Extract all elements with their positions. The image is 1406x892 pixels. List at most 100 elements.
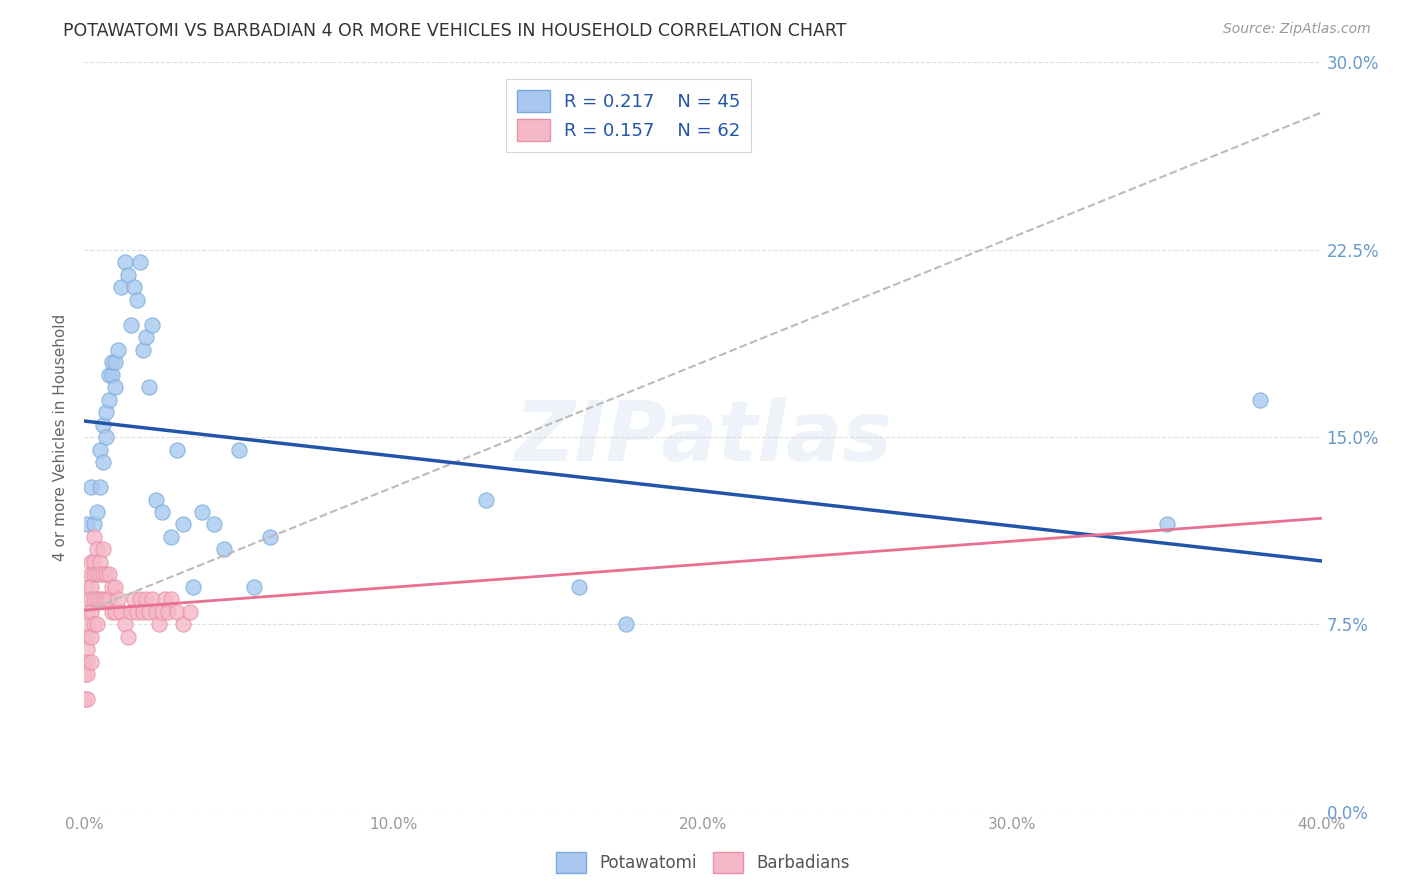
Text: POTAWATOMI VS BARBADIAN 4 OR MORE VEHICLES IN HOUSEHOLD CORRELATION CHART: POTAWATOMI VS BARBADIAN 4 OR MORE VEHICL… (63, 22, 846, 40)
Point (89, 567, 111, 582)
Point (79, 567, 101, 582)
Point (76, 580, 98, 594)
Point (98, 592, 121, 607)
Point (101, 580, 124, 594)
Point (228, 442, 250, 457)
Legend: Potawatomi, Barbadians: Potawatomi, Barbadians (550, 846, 856, 880)
Point (104, 605, 127, 619)
Point (73, 655, 96, 669)
Point (181, 580, 204, 594)
Point (125, 605, 148, 619)
Point (83, 517, 105, 532)
Point (568, 580, 591, 594)
Point (76, 605, 98, 619)
Point (110, 280, 132, 294)
Point (104, 355, 127, 369)
Point (243, 580, 266, 594)
Point (83, 530, 105, 544)
Point (166, 442, 188, 457)
Point (153, 592, 176, 607)
Point (172, 617, 194, 632)
Point (86, 567, 108, 582)
Point (1249, 392, 1271, 407)
Point (89, 480, 111, 494)
Point (79, 480, 101, 494)
Point (91, 455, 114, 469)
Point (83, 617, 105, 632)
Point (91, 542, 114, 557)
Point (259, 530, 281, 544)
Point (172, 517, 194, 532)
Point (76, 692, 98, 706)
Point (91, 567, 114, 582)
Point (150, 505, 173, 519)
Point (79, 555, 101, 569)
Point (83, 567, 105, 582)
Point (101, 355, 124, 369)
Point (160, 530, 183, 544)
Point (132, 605, 155, 619)
Point (76, 517, 98, 532)
Point (79, 655, 101, 669)
Point (94, 567, 117, 582)
Point (166, 605, 188, 619)
Point (79, 592, 101, 607)
Point (107, 592, 129, 607)
Point (101, 368, 124, 382)
Point (98, 368, 121, 382)
Point (125, 293, 148, 307)
Legend: R = 0.217    N = 45, R = 0.157    N = 62: R = 0.217 N = 45, R = 0.157 N = 62 (506, 79, 751, 152)
Point (122, 592, 145, 607)
Point (86, 617, 108, 632)
Point (122, 280, 145, 294)
Point (145, 492, 167, 507)
Point (120, 318, 142, 332)
Point (129, 255, 152, 269)
Point (89, 442, 111, 457)
Point (138, 605, 160, 619)
Point (120, 605, 142, 619)
Point (117, 268, 139, 282)
Point (141, 318, 163, 332)
Point (114, 617, 136, 632)
Point (79, 630, 101, 644)
Point (73, 667, 96, 681)
Point (114, 255, 136, 269)
Point (76, 630, 98, 644)
Point (83, 592, 105, 607)
Point (1156, 517, 1178, 532)
Point (138, 380, 160, 394)
Point (104, 380, 127, 394)
Point (76, 667, 98, 681)
Point (179, 605, 201, 619)
Point (94, 592, 117, 607)
Text: Source: ZipAtlas.com: Source: ZipAtlas.com (1223, 22, 1371, 37)
Point (191, 505, 214, 519)
Point (76, 655, 98, 669)
Point (91, 417, 114, 432)
Point (76, 642, 98, 657)
Point (110, 605, 132, 619)
Point (160, 592, 183, 607)
Point (91, 592, 114, 607)
Y-axis label: 4 or more Vehicles in Household: 4 or more Vehicles in Household (53, 313, 69, 561)
Point (83, 555, 105, 569)
Point (94, 430, 117, 444)
Point (212, 542, 235, 557)
Point (145, 605, 167, 619)
Point (614, 617, 637, 632)
Point (148, 617, 170, 632)
Point (76, 617, 98, 632)
Point (475, 492, 498, 507)
Point (98, 392, 121, 407)
Point (86, 505, 108, 519)
Point (135, 592, 157, 607)
Point (86, 542, 108, 557)
Point (86, 592, 108, 607)
Point (79, 580, 101, 594)
Point (117, 630, 139, 644)
Point (104, 580, 127, 594)
Point (79, 605, 101, 619)
Point (89, 555, 111, 569)
Point (202, 517, 225, 532)
